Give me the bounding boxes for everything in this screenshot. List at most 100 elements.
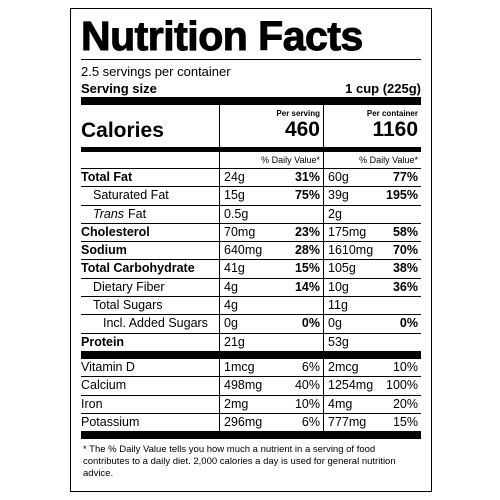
thick-rule (81, 97, 421, 105)
serving-amount: 24g (224, 170, 245, 184)
serving-cell: 1mcg 6% (219, 358, 323, 377)
serving-amount: 15g (224, 188, 245, 203)
nutrient-name-cell: Cholesterol (81, 224, 219, 241)
thick-rule (81, 350, 421, 359)
servings: 2.5 servings per container (81, 64, 231, 79)
container-amount: 11g (328, 298, 348, 313)
container-amount: 53g (328, 334, 349, 349)
serving-dv: 40% (294, 378, 320, 393)
serving-cell: 2mg 10% (219, 395, 323, 413)
serving-dv: 31% (294, 170, 320, 184)
container-cell: 1254mg 100% (323, 377, 421, 395)
calories-label: Calories (81, 119, 164, 142)
container-dv: 15% (392, 414, 418, 429)
serving-amount: 4g (224, 279, 238, 294)
dv-header: % Daily Value* (323, 152, 421, 168)
serving-amount: 296mg (224, 414, 263, 429)
calories-row: Calories Per serving 460 Per container 1… (81, 105, 421, 147)
serving-cell: 498mg 40% (219, 377, 323, 395)
container-amount: 10g (328, 279, 349, 294)
thick-rule (81, 431, 421, 440)
serving-cell: 296mg 6% (219, 413, 323, 432)
serving-cell: 4g 14% (219, 278, 323, 297)
nutrient-row: Calcium 498mg 40% 1254mg 100% (81, 377, 421, 396)
nutrition-label: Nutrition Facts 2.5 servings per contain… (70, 8, 432, 492)
blank-cell (81, 152, 219, 168)
nutrient-name-italic: Trans (93, 206, 125, 221)
serving-amount: 4g (224, 298, 238, 313)
container-dv: 0% (399, 316, 418, 331)
nutrient-name: Total Sugars (93, 298, 163, 313)
medium-rule (81, 147, 421, 152)
serving-cell: 24g 31% (219, 169, 323, 187)
nutrient-name: Cholesterol (81, 224, 150, 239)
nutrient-name-cell: Calcium (81, 377, 219, 394)
container-cell: 60g 77% (323, 169, 421, 187)
serving-amount: 1mcg (224, 359, 255, 374)
nutrient-row: Vitamin D 1mcg 6% 2mcg 10% (81, 358, 421, 378)
serving-cell: 640mg 28% (219, 242, 323, 260)
container-cell: 4mg 20% (323, 395, 421, 413)
nutrient-name: Dietary Fiber (93, 279, 165, 294)
nutrient-name: Vitamin D (81, 359, 135, 374)
container-cell: 105g 38% (323, 260, 421, 278)
serving-dv: 14% (294, 279, 320, 294)
container-amount: 4mg (328, 396, 353, 411)
nutrient-row: Cholesterol 70mg 23% 175mg 58% (81, 223, 421, 243)
nutrient-name-cell: Total Carbohydrate (81, 260, 219, 277)
container-dv: 77% (392, 170, 418, 184)
nutrient-name-cell: Trans Fat (81, 206, 219, 223)
nutrient-name-cell: Potassium (81, 414, 219, 431)
container-cell: 175mg 58% (323, 223, 421, 242)
container-amount: 39g (328, 188, 349, 203)
container-amount: 2mcg (328, 359, 359, 374)
container-amount: 777mg (328, 414, 367, 429)
per-container: Per container 1160 (323, 105, 421, 147)
per-serving-header: Per serving (276, 109, 320, 118)
serving-cell: 41g 15% (219, 260, 323, 278)
calories-per-container: 1160 (372, 118, 418, 141)
container-amount: 105g (328, 261, 356, 276)
nutrient-name: Protein (81, 334, 125, 349)
container-dv: 10% (392, 359, 418, 374)
nutrient-row: Total Sugars 4g 11g (81, 297, 421, 316)
nutrient-name-cell: Dietary Fiber (81, 279, 219, 296)
serving-amount: 640mg (224, 243, 263, 258)
container-dv: 38% (392, 261, 418, 276)
container-cell: 777mg 15% (323, 413, 421, 432)
container-dv: 100% (386, 378, 418, 393)
container-amount: 175mg (328, 224, 367, 239)
nutrient-name: Iron (81, 396, 103, 411)
container-cell: 39g 195% (323, 187, 421, 205)
serving-size-label: Serving size (81, 81, 157, 96)
nutrient-name: Total Carbohydrate (81, 261, 195, 276)
container-dv: 58% (392, 224, 418, 239)
container-cell: 53g (323, 333, 421, 351)
nutrient-row: Trans Fat 0.5g 2g (81, 205, 421, 224)
nutrient-row: Potassium 296mg 6% 777mg 15% (81, 413, 421, 432)
container-amount: 1254mg (328, 378, 374, 393)
nutrient-name: Saturated Fat (93, 188, 169, 203)
title: Nutrition Facts (81, 13, 364, 60)
serving-dv: 28% (294, 243, 320, 258)
serving-cell: 0g 0% (219, 315, 323, 333)
nutrient-name: Calcium (81, 378, 127, 393)
serving-cell: 15g 75% (219, 187, 323, 205)
serving-amount: 0g (224, 316, 238, 331)
nutrient-row: Total Carbohydrate 41g 15% 105g 38% (81, 260, 421, 279)
nutrients: Total Fat 24g 31% 60g 77% Saturated Fat 15g 75%… (81, 169, 421, 351)
nutrient-name-cell: Protein (81, 334, 219, 351)
nutrient-name: Sodium (81, 243, 127, 258)
container-amount: 1610mg (328, 243, 374, 258)
serving-size: Serving size 1 cup (225g) (81, 80, 421, 97)
container-dv: 70% (392, 243, 418, 258)
nutrient-name: Potassium (81, 414, 140, 429)
container-amount: 60g (328, 170, 349, 184)
vitamins: Vitamin D 1mcg 6% 2mcg 10% Calcium 498mg 40% 125… (81, 358, 421, 432)
footnote: * The % Daily Value tells you how much a… (83, 444, 396, 480)
nutrient-name: Total Fat (81, 170, 133, 184)
per-serving: Per serving 460 (219, 105, 323, 147)
container-dv: 36% (392, 279, 418, 294)
nutrient-row: Incl. Added Sugars 0g 0% 0g 0% (81, 315, 421, 334)
nutrient-row: Dietary Fiber 4g 14% 10g 36% (81, 278, 421, 298)
